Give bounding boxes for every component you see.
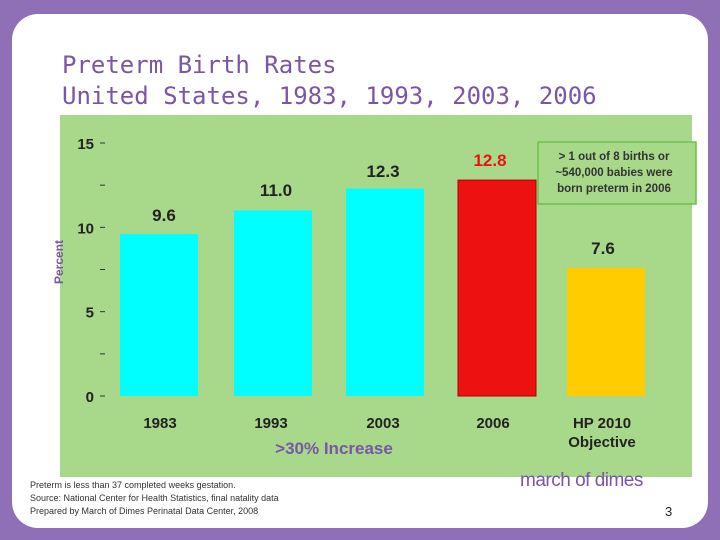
footnote-source: Source: National Center for Health Stati… [30,493,279,503]
callout-text-line: born preterm in 2006 [557,183,671,195]
y-tick-label: 15 [77,136,94,153]
bar-2003 [346,188,424,396]
footnote-prepared-by: Prepared by March of Dimes Perinatal Dat… [30,506,259,516]
x-tick-label-line2: Objective [568,434,636,451]
data-label: 9.6 [152,206,176,225]
x-tick-label: 1983 [143,415,176,432]
footnote: Preterm is less than 37 completed weeks … [30,479,279,518]
y-axis-label: Percent [52,240,66,284]
bar-1983 [120,234,198,396]
data-label: 11.0 [260,181,292,200]
y-tick-label: 0 [86,389,94,406]
data-label: 7.6 [591,239,615,258]
x-tick-label: 2006 [476,415,509,432]
callout-box [537,141,697,205]
footnote-definition: Preterm is less than 37 completed weeks … [30,480,236,490]
march-of-dimes-logo: march of dimes [520,470,643,491]
callout-text-line: > 1 out of 8 births or [559,151,670,163]
x-tick-label: 2003 [366,415,399,432]
bar-1993 [234,210,312,396]
callout-text-line: ~540,000 babies were [555,167,672,179]
bar-chart: 0 5 10 15 Percent 9.6 11.0 12.3 12.8 7.6 1983 1993 2… [52,115,697,477]
data-label: 12.8 [473,151,506,170]
x-tick-label: 1993 [254,415,287,432]
data-label: 12.3 [366,162,399,181]
page-number: 3 [665,504,673,519]
title-line-2: United States, 1983, 1993, 2003, 2006 [62,82,597,110]
increase-annotation: >30% Increase [275,439,393,458]
x-tick-label: HP 2010 [573,415,631,432]
bar-hp-2010 [567,267,645,396]
bar-2006 [457,179,537,397]
slide: Preterm Birth Rates United States, 1983,… [12,14,708,528]
slide-title: Preterm Birth Rates United States, 1983,… [62,50,597,112]
y-tick-label: 5 [86,305,94,322]
y-tick-label: 10 [77,220,94,237]
title-line-1: Preterm Birth Rates [62,51,337,79]
